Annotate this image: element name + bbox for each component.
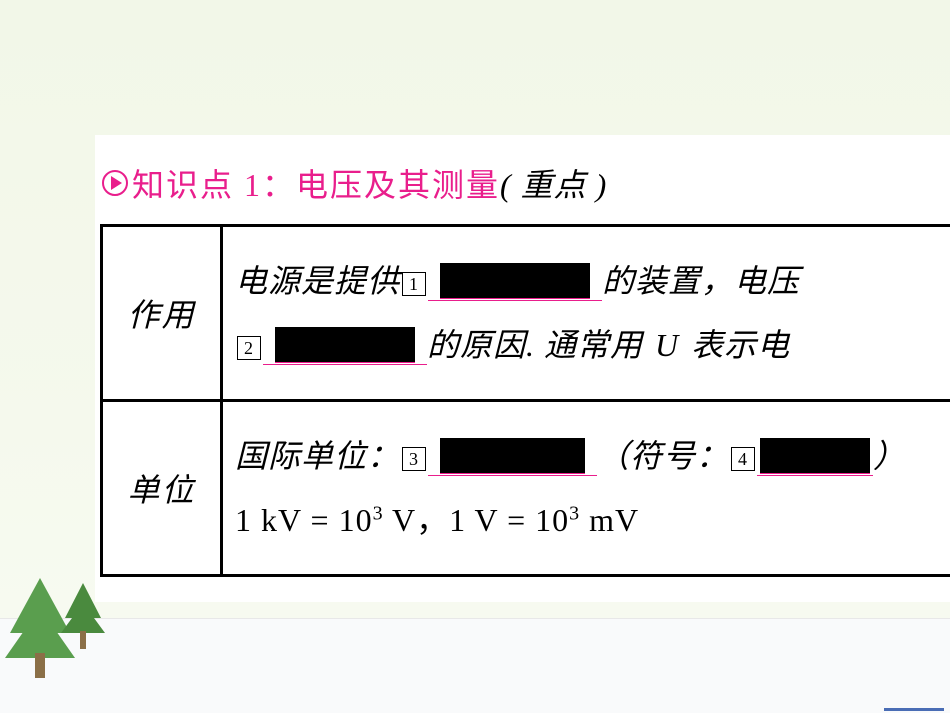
blank-number-3: 3 bbox=[402, 447, 426, 471]
section-header: 知识点 1：电压及其测量 ( 重点 ) bbox=[100, 160, 950, 206]
text-segment: 国际单位： bbox=[235, 438, 400, 474]
blank-number-2: 2 bbox=[237, 336, 261, 360]
text-segment: ） bbox=[873, 438, 906, 474]
blank-underline bbox=[263, 327, 427, 365]
blank-redacted bbox=[440, 263, 590, 299]
unit-formula: 1 kV = 103 V，1 V = 103 mV bbox=[235, 502, 639, 538]
text-segment: 表示电 bbox=[682, 327, 790, 363]
variable-U: U bbox=[655, 327, 679, 363]
text-segment: （符号： bbox=[597, 438, 729, 474]
knowledge-table: 作用 电源是提供1 的装置，电压 2 的原因. 通常用 U 表示电 单位 国际单… bbox=[100, 224, 950, 577]
row-content-unit: 国际单位：3 （符号：4 ） 1 kV = 103 V，1 V = 103 mV bbox=[223, 402, 950, 574]
blank-underline bbox=[428, 263, 602, 301]
text-segment: 的原因. 通常用 bbox=[427, 327, 652, 363]
section-title: 知识点 1：电压及其测量 bbox=[132, 160, 500, 206]
table-row: 单位 国际单位：3 （符号：4 ） 1 kV = 103 V，1 V = 103 … bbox=[103, 402, 950, 574]
row-content-function: 电源是提供1 的装置，电压 2 的原因. 通常用 U 表示电 bbox=[223, 227, 950, 399]
content-panel: 知识点 1：电压及其测量 ( 重点 ) 作用 电源是提供1 的装置，电压 2 的… bbox=[95, 135, 950, 602]
blank-redacted bbox=[760, 438, 870, 474]
play-bullet-icon bbox=[102, 170, 128, 196]
blank-number-4: 4 bbox=[731, 447, 755, 471]
text-segment: 的装置，电压 bbox=[602, 263, 800, 299]
blank-number-1: 1 bbox=[402, 272, 426, 296]
watermark-bar bbox=[884, 708, 944, 711]
blank-redacted bbox=[275, 327, 415, 363]
text-segment: 电源是提供 bbox=[235, 263, 400, 299]
table-row: 作用 电源是提供1 的装置，电压 2 的原因. 通常用 U 表示电 bbox=[103, 227, 950, 402]
blank-redacted bbox=[440, 438, 585, 474]
blank-underline bbox=[428, 438, 597, 476]
row-label-function: 作用 bbox=[103, 227, 223, 399]
snow-ground bbox=[0, 618, 950, 713]
row-label-unit: 单位 bbox=[103, 402, 223, 574]
section-title-suffix: ( 重点 ) bbox=[500, 160, 607, 206]
blank-underline bbox=[757, 438, 873, 476]
